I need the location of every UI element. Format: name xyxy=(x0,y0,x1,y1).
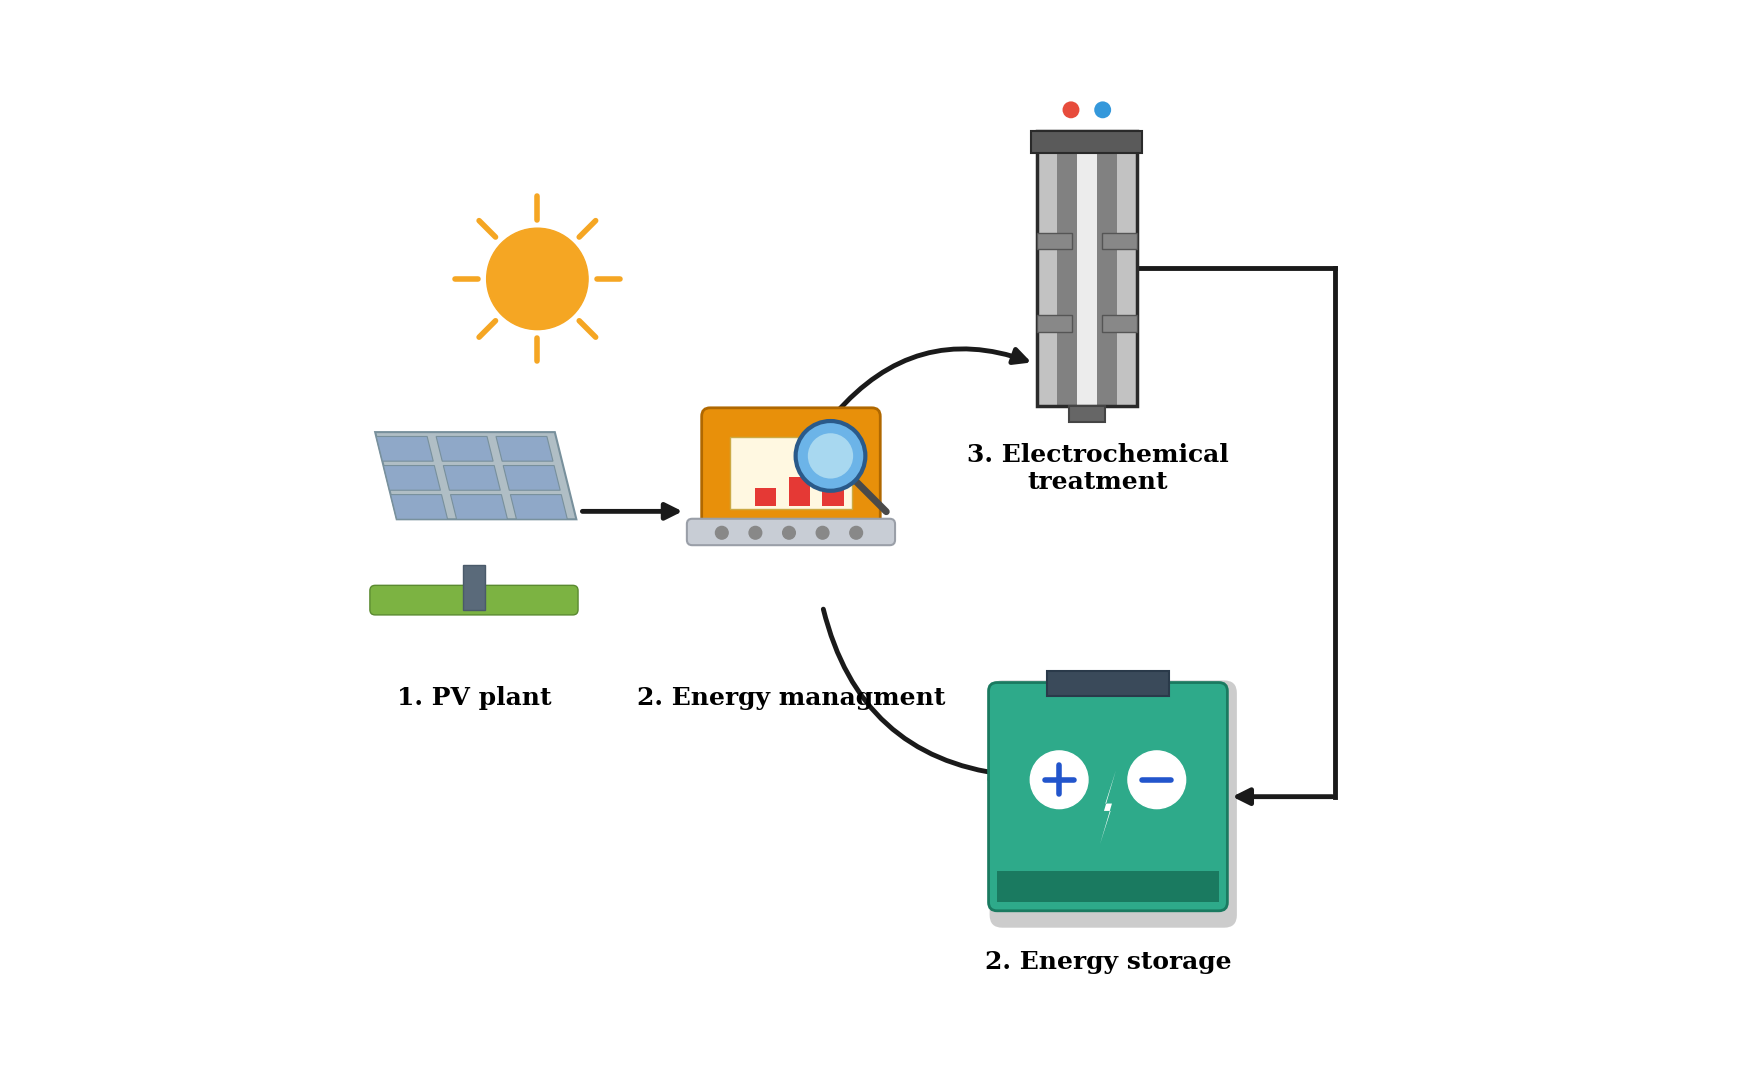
Bar xyxy=(788,477,811,506)
Text: 2. Energy storage: 2. Energy storage xyxy=(984,950,1231,973)
Circle shape xyxy=(795,421,865,491)
Bar xyxy=(1056,131,1077,406)
Polygon shape xyxy=(1100,770,1115,845)
FancyBboxPatch shape xyxy=(464,566,485,609)
Bar xyxy=(1096,131,1117,406)
Polygon shape xyxy=(496,437,553,461)
FancyBboxPatch shape xyxy=(996,870,1219,902)
Circle shape xyxy=(1030,751,1087,808)
Bar xyxy=(1037,315,1072,331)
FancyBboxPatch shape xyxy=(989,683,1227,911)
Circle shape xyxy=(749,526,762,539)
FancyBboxPatch shape xyxy=(730,438,851,509)
Circle shape xyxy=(807,433,853,478)
FancyBboxPatch shape xyxy=(1047,671,1170,697)
Circle shape xyxy=(783,526,795,539)
Polygon shape xyxy=(436,437,494,461)
Circle shape xyxy=(816,526,828,539)
FancyBboxPatch shape xyxy=(702,408,881,528)
Circle shape xyxy=(849,526,863,539)
Bar xyxy=(1068,406,1105,422)
FancyBboxPatch shape xyxy=(989,681,1236,928)
Polygon shape xyxy=(375,432,576,520)
Polygon shape xyxy=(390,494,448,520)
Polygon shape xyxy=(510,494,567,520)
Polygon shape xyxy=(450,494,508,520)
Bar xyxy=(1117,131,1136,406)
Circle shape xyxy=(487,228,588,330)
Bar xyxy=(1077,131,1096,406)
FancyBboxPatch shape xyxy=(686,519,895,545)
Polygon shape xyxy=(376,437,432,461)
Bar xyxy=(1031,131,1142,153)
Circle shape xyxy=(1094,101,1112,118)
Bar xyxy=(1037,131,1056,406)
Circle shape xyxy=(716,526,728,539)
Circle shape xyxy=(1128,751,1185,808)
Circle shape xyxy=(1063,101,1079,118)
Text: 3. Electrochemical
treatment: 3. Electrochemical treatment xyxy=(967,443,1227,494)
Bar xyxy=(823,482,844,506)
FancyBboxPatch shape xyxy=(369,586,578,615)
Bar xyxy=(1101,315,1136,331)
FancyBboxPatch shape xyxy=(1037,131,1136,406)
Text: 1. PV plant: 1. PV plant xyxy=(397,686,552,709)
Polygon shape xyxy=(383,465,441,490)
Bar xyxy=(1037,232,1072,249)
Polygon shape xyxy=(443,465,501,490)
Bar xyxy=(755,489,776,506)
Polygon shape xyxy=(503,465,560,490)
Text: 2. Energy managment: 2. Energy managment xyxy=(637,686,946,709)
Bar xyxy=(1101,232,1136,249)
